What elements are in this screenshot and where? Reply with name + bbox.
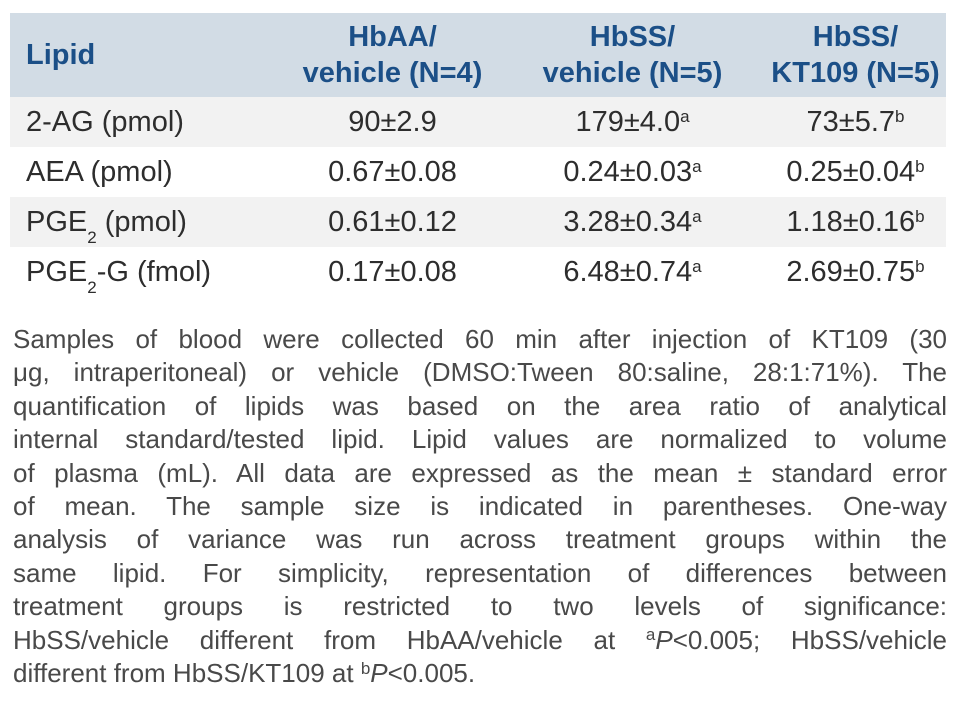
caption-line: different from HbSS/KT109 at bP<0.005.: [13, 658, 476, 689]
column-header-hbss-kt109: HbSS/ KT109 (N=5): [765, 13, 946, 97]
value-cell: 0.24±0.03a: [563, 155, 702, 188]
header-line: Lipid: [26, 39, 96, 71]
lipid-name-cell: PGE2-G (fmol): [26, 255, 212, 298]
value-cell: 0.17±0.08: [328, 255, 457, 288]
header-line: HbSS/: [812, 21, 899, 53]
value-cell: 73±5.7b: [765, 97, 946, 147]
header-line: vehicle (N=5): [542, 57, 723, 89]
table-row: 2-AG (pmol) 90±2.9 179±4.0a 73±5.7b: [10, 97, 946, 147]
lipid-name-cell: PGE2 (pmol): [10, 197, 285, 247]
table-row: PGE2-G (fmol) 0.17±0.08 6.48±0.74a 2.69±0.7…: [10, 247, 946, 297]
caption-line: of mean. The sample size is indicated in…: [13, 491, 947, 522]
italic-p: P: [370, 658, 388, 689]
significance-superscript: b: [895, 107, 905, 126]
header-line: HbSS/: [589, 21, 676, 53]
value-cell: 6.48±0.74a: [563, 255, 702, 288]
caption-line: same lipid. For simplicity, representati…: [13, 557, 947, 588]
significance-superscript: b: [915, 257, 925, 276]
value-cell: 2.69±0.75b: [786, 255, 925, 288]
subscript: 2: [87, 278, 97, 298]
table-caption: Samples of blood were collected 60 min a…: [13, 323, 947, 690]
table-header: Lipid HbAA/ vehicle (N=4) HbSS/ vehicle …: [10, 13, 946, 97]
column-header-hbss-vehicle: HbSS/ vehicle (N=5): [500, 13, 765, 97]
lipid-name-cell: 2-AG (pmol): [10, 97, 285, 147]
caption-line: analysis of variance was run across trea…: [13, 524, 947, 555]
value-cell: 0.61±0.12: [285, 197, 500, 247]
subscript: 2: [87, 228, 97, 248]
value-cell: 90±2.9: [285, 97, 500, 147]
significance-superscript: a: [692, 207, 702, 226]
table-row: PGE2 (pmol) 0.61±0.12 3.28±0.34a 1.18±0.16b: [10, 197, 946, 247]
header-line: KT109 (N=5): [771, 57, 940, 89]
column-header-hbaa-vehicle: HbAA/ vehicle (N=4): [285, 13, 500, 97]
caption-line: quantification of lipids was based on th…: [13, 390, 947, 421]
significance-superscript: b: [915, 207, 925, 226]
value-cell: 3.28±0.34a: [500, 197, 765, 247]
caption-line: μg, intraperitoneal) or vehicle (DMSO:Tw…: [13, 357, 947, 388]
significance-superscript: a: [680, 107, 690, 126]
caption-line: of plasma (mL). All data are expressed a…: [13, 457, 947, 488]
significance-superscript: b: [915, 157, 925, 176]
caption-line: internal standard/tested lipid. Lipid va…: [13, 424, 947, 455]
significance-superscript: a: [645, 625, 656, 645]
caption-line: HbSS/vehicle different from HbAA/vehicle…: [13, 624, 947, 655]
caption-line: treatment groups is restricted to two le…: [13, 591, 947, 622]
significance-superscript: b: [360, 658, 371, 678]
column-header-lipid: Lipid: [10, 13, 285, 97]
header-line: HbAA/: [348, 21, 437, 53]
lipid-table: Lipid HbAA/ vehicle (N=4) HbSS/ vehicle …: [10, 13, 946, 297]
significance-superscript: a: [692, 257, 702, 276]
value-cell: 0.25±0.04b: [786, 155, 925, 188]
lipid-name-cell: AEA (pmol): [26, 155, 173, 188]
value-cell: 0.67±0.08: [328, 155, 457, 188]
header-row: Lipid HbAA/ vehicle (N=4) HbSS/ vehicle …: [10, 13, 946, 97]
value-cell: 179±4.0a: [500, 97, 765, 147]
value-cell: 1.18±0.16b: [765, 197, 946, 247]
table-row: AEA (pmol) 0.67±0.08 0.24±0.03a 0.25±0.04b: [10, 147, 946, 197]
table-body: 2-AG (pmol) 90±2.9 179±4.0a 73±5.7b AEA (pmo…: [10, 97, 946, 297]
header-line: vehicle (N=4): [302, 57, 483, 89]
italic-p: P: [655, 624, 673, 655]
caption-line: Samples of blood were collected 60 min a…: [13, 324, 947, 354]
significance-superscript: a: [692, 157, 702, 176]
